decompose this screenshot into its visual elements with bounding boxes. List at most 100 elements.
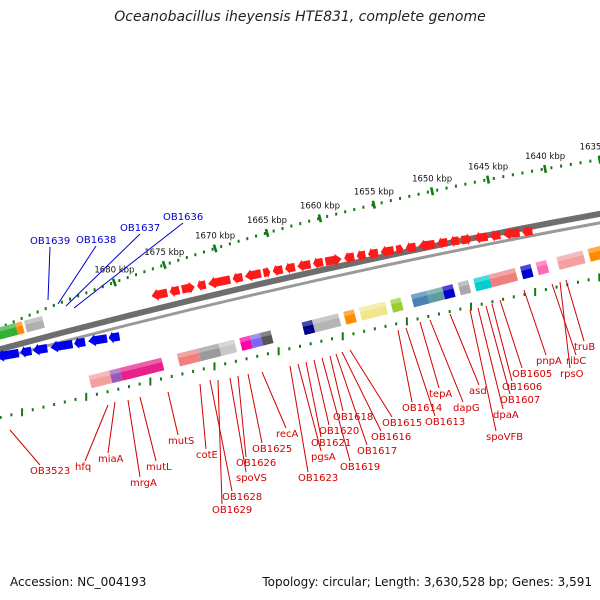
scale-dot: [579, 161, 582, 165]
red-leader-line: [261, 371, 287, 429]
gene-label-red: OB1616: [371, 432, 411, 443]
gene-arrow: [324, 253, 342, 266]
gene-label-red: OB1620: [319, 426, 359, 437]
inner-scale-dot: [202, 367, 205, 371]
red-leader-line: [565, 279, 585, 342]
scale-dot: [380, 201, 383, 205]
scale-dot: [110, 282, 113, 286]
inner-scale-dot: [512, 295, 515, 299]
red-leader-line: [477, 307, 504, 410]
genome-backbone-inner: [0, 221, 600, 360]
inner-scale-dot: [224, 362, 227, 366]
kbp-tick-label: 1660 kbp: [300, 201, 340, 211]
scale-dot: [335, 212, 338, 216]
kbp-tick-label: 1675 kbp: [144, 248, 184, 258]
kbp-major-tick: [543, 164, 548, 174]
gene-feature-block: [358, 301, 389, 321]
red-leader-line: [559, 281, 571, 369]
gene-feature-block: [239, 335, 253, 351]
blue-leader-line: [47, 246, 51, 301]
kbp-tick-label: 1655 kbp: [354, 188, 394, 198]
topology-text: Topology: circular; Length: 3,630,528 bp…: [262, 575, 592, 589]
gene-arrow: [344, 251, 355, 264]
inner-scale-dot: [170, 374, 173, 378]
gene-label-red: OB1625: [252, 444, 292, 455]
inner-scale-dot: [106, 390, 109, 394]
gene-label-red: truB: [574, 342, 595, 353]
kbp-tick-label: 1640 kbp: [525, 152, 565, 162]
red-leader-line: [329, 355, 344, 412]
gene-feature-block: [389, 297, 404, 313]
inner-scale-dot: [213, 362, 216, 371]
scale-dot: [569, 162, 572, 166]
gene-feature-block: [473, 274, 493, 292]
gene-label-red: pgsA: [311, 452, 336, 463]
inner-scale-dot: [288, 347, 291, 351]
gene-label-red: spoVFB: [486, 432, 523, 443]
reverse-gene-arrow: [0, 348, 20, 362]
inner-scale-dot: [448, 310, 451, 314]
scale-dot: [371, 203, 374, 207]
gene-feature-block: [301, 319, 316, 336]
inner-scale-dot: [587, 278, 590, 282]
scale-dot: [263, 232, 266, 236]
gene-label-red: OB1617: [357, 446, 397, 457]
red-leader-line: [127, 399, 141, 478]
gene-arrow: [197, 279, 207, 292]
scale-dot: [408, 194, 411, 198]
scale-dot: [151, 267, 154, 271]
kbp-tick-label: 1650 kbp: [412, 174, 452, 184]
kbp-major-tick: [371, 200, 377, 209]
gene-feature-block: [519, 264, 534, 280]
inner-scale-dot: [309, 342, 312, 346]
scale-dot: [101, 285, 104, 289]
red-leader-line: [305, 361, 322, 438]
gene-label-red: OB1628: [222, 492, 262, 503]
inner-scale-dot: [192, 369, 195, 373]
inner-scale-dot: [341, 332, 344, 341]
gene-label-red: cotE: [196, 450, 218, 461]
kbp-major-tick: [264, 228, 270, 238]
red-leader-line: [167, 391, 179, 436]
gene-label-red: mutS: [168, 436, 194, 447]
gene-label-red: OB1606: [502, 382, 542, 393]
kbp-major-tick: [317, 214, 323, 223]
scale-dot: [36, 310, 39, 314]
gene-arrow: [232, 272, 244, 285]
gene-arrow: [285, 262, 296, 275]
scale-dot: [344, 210, 347, 214]
inner-scale-dot: [320, 339, 323, 343]
red-leader-line: [313, 359, 330, 426]
scale-dot: [69, 297, 71, 301]
inner-scale-dot: [256, 354, 259, 358]
scale-dot: [237, 239, 240, 243]
inner-scale-dot: [598, 273, 600, 282]
red-leader-line: [237, 375, 247, 458]
inner-scale-dot: [42, 405, 45, 409]
gene-arrow: [460, 233, 472, 246]
gene-feature-block: [535, 259, 550, 276]
gene-feature-block: [197, 343, 222, 362]
gene-label-red: OB1618: [333, 412, 373, 423]
gene-feature-block: [441, 284, 456, 300]
reverse-gene-arrow: [88, 334, 108, 347]
inner-scale-dot: [555, 285, 558, 289]
scale-dot: [77, 294, 80, 298]
inner-scale-dot: [63, 400, 66, 404]
gene-feature-block: [426, 286, 446, 304]
gene-label-red: tepA: [429, 389, 452, 400]
reverse-gene-arrow: [50, 339, 74, 353]
red-leader-line: [139, 396, 157, 462]
inner-scale-dot: [480, 302, 483, 306]
scale-dot: [417, 192, 420, 196]
inner-scale-dot: [53, 403, 56, 407]
scale-dot: [126, 276, 129, 280]
inner-scale-dot: [502, 297, 505, 301]
reverse-gene-arrow: [108, 331, 121, 344]
inner-scale-dot: [181, 372, 184, 376]
kbp-major-tick: [212, 244, 218, 253]
gene-arrow: [208, 275, 232, 289]
scale-dot: [399, 196, 402, 200]
gene-arrow: [502, 227, 521, 240]
gene-feature-block: [343, 309, 357, 325]
